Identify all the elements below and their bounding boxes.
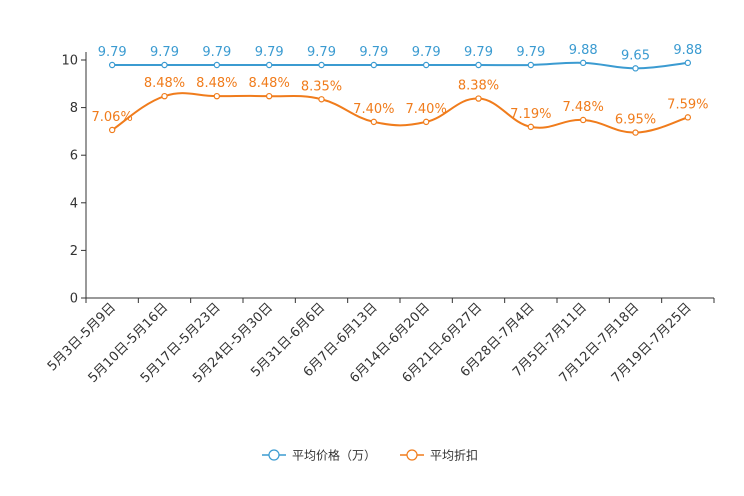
- legend-label: 平均折扣: [430, 448, 478, 463]
- data-point: [579, 59, 587, 67]
- data-label: 9.79: [412, 45, 441, 60]
- legend-label: 平均价格（万）: [292, 448, 376, 463]
- data-point: [475, 95, 482, 102]
- data-label: 8.38%: [458, 79, 499, 94]
- data-point: [108, 61, 116, 69]
- data-point: [422, 118, 430, 126]
- y-tick-label: 0: [70, 292, 78, 307]
- y-tick-label: 8: [70, 101, 78, 116]
- data-point: [318, 96, 325, 103]
- data-point: [161, 61, 168, 69]
- data-label: 7.59%: [667, 97, 708, 112]
- series-0: 9.79 9.79 9.79 9.79 9.79 9.79 9.79 9.79 9.79 9.88…: [98, 43, 702, 72]
- data-point: [370, 61, 378, 69]
- data-label: 8.35%: [301, 79, 342, 94]
- data-label: 7.48%: [563, 100, 604, 115]
- data-point: [632, 129, 639, 136]
- data-point: [527, 61, 535, 69]
- data-label: 7.40%: [353, 102, 394, 117]
- data-point: [213, 92, 221, 100]
- data-label: 9.79: [516, 45, 545, 60]
- legend[interactable]: 平均价格（万） 平均折扣: [262, 448, 478, 463]
- data-label: 8.48%: [144, 76, 185, 91]
- data-label: 9.79: [255, 45, 284, 60]
- data-point: [422, 61, 430, 69]
- data-label: 9.65: [621, 48, 650, 63]
- data-label: 7.19%: [510, 107, 551, 122]
- data-label: 9.79: [464, 45, 493, 60]
- y-axis: 0 2 4 6 8 10: [61, 52, 87, 307]
- data-label: 9.88: [673, 43, 702, 58]
- data-label: 9.79: [307, 45, 336, 60]
- data-point: [213, 61, 221, 69]
- data-label: 7.06%: [92, 110, 133, 125]
- series-layer: 9.79 9.79 9.79 9.79 9.79 9.79 9.79 9.79 9.79 9.88…: [92, 43, 708, 136]
- data-point: [161, 92, 168, 100]
- data-label: 6.95%: [615, 113, 656, 128]
- legend-item-1[interactable]: 平均折扣: [400, 448, 478, 463]
- data-label: 7.40%: [406, 102, 447, 117]
- legend-item-0[interactable]: 平均价格（万）: [262, 448, 376, 463]
- data-point: [370, 118, 378, 126]
- y-tick-label: 10: [61, 54, 78, 69]
- data-point: [632, 65, 639, 72]
- data-point: [475, 61, 482, 69]
- data-point: [108, 126, 116, 134]
- data-point: [265, 61, 273, 69]
- y-tick-label: 4: [70, 196, 78, 211]
- x-axis: 5月3日-5月9日5月10日-5月16日5月17日-5月23日5月24日-5月3…: [45, 297, 715, 386]
- data-point: [527, 123, 535, 131]
- data-label: 9.79: [150, 45, 179, 60]
- data-point: [684, 59, 692, 67]
- data-label: 9.79: [359, 45, 388, 60]
- data-label: 8.48%: [196, 76, 237, 91]
- legend-marker-icon: [406, 449, 418, 461]
- data-point: [579, 116, 587, 124]
- series-1: 7.06% 8.48% 8.48% 8.48% 8.35% 7.40% 7.40% 8.38%…: [92, 76, 708, 136]
- data-point: [684, 114, 692, 121]
- legend-marker-icon: [268, 449, 280, 461]
- data-point: [318, 61, 325, 69]
- y-tick-label: 2: [70, 244, 78, 259]
- data-label: 8.48%: [249, 76, 290, 91]
- y-tick-label: 6: [70, 149, 78, 164]
- series-line: [112, 61, 688, 70]
- data-label: 9.88: [569, 43, 598, 58]
- data-label: 9.79: [202, 45, 231, 60]
- data-label: 9.79: [98, 45, 127, 60]
- data-point: [265, 92, 273, 100]
